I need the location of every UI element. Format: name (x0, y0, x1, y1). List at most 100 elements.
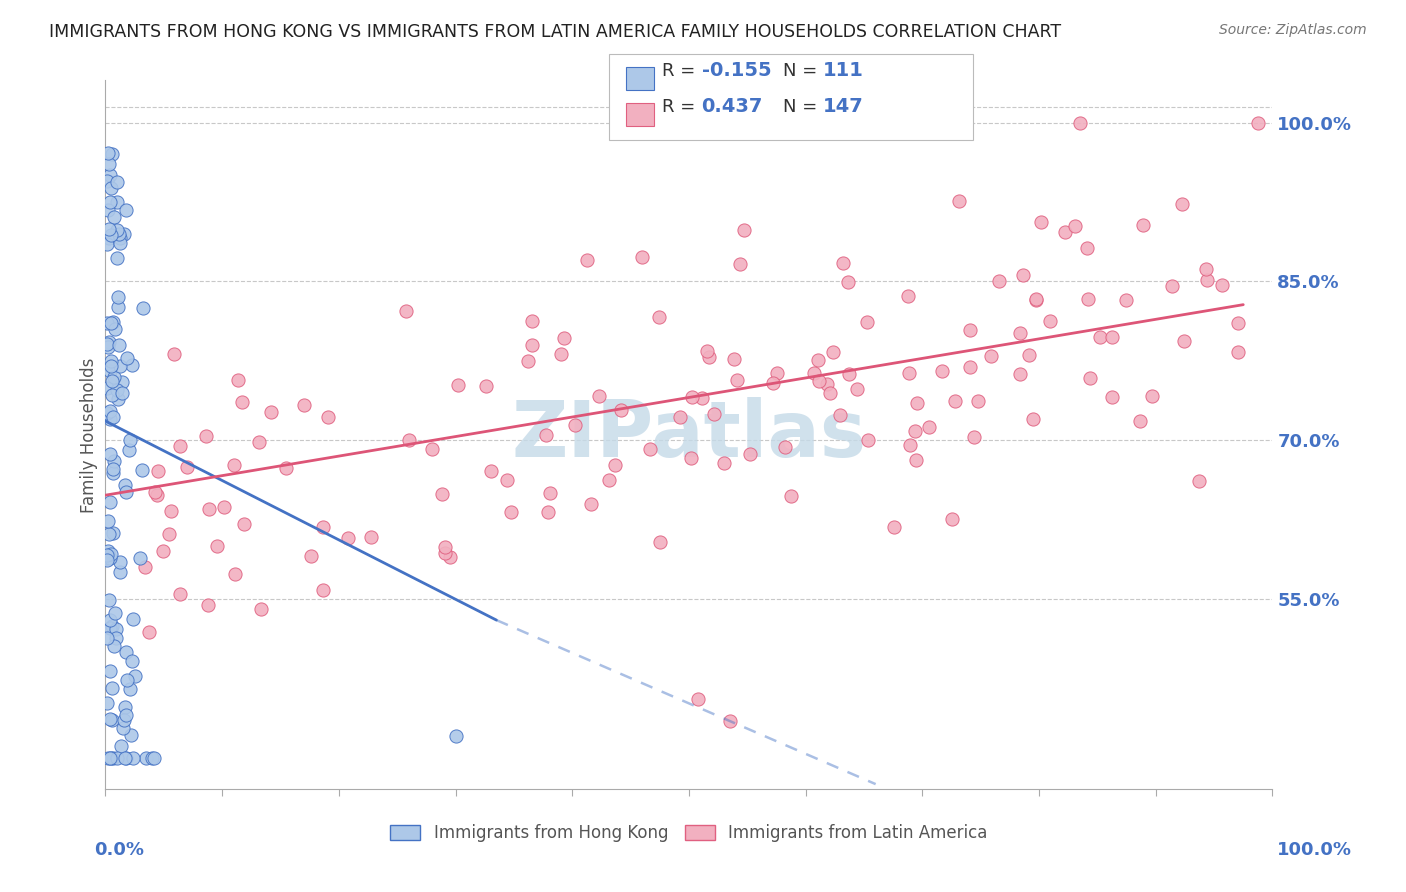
Point (679, 450, 702, 465)
Point (101, 374, 124, 388)
Point (832, 256, 855, 270)
Point (110, 739, 132, 753)
Text: -0.155: -0.155 (702, 61, 772, 79)
Point (100, 316, 122, 330)
Point (779, 489, 801, 503)
Point (1171, 197, 1194, 211)
Point (837, 275, 859, 289)
Point (115, 707, 138, 722)
Point (107, 300, 129, 314)
Point (609, 403, 631, 417)
Point (135, 750, 157, 764)
Point (115, 484, 138, 499)
Point (718, 714, 741, 728)
Point (115, 750, 138, 764)
Point (433, 546, 456, 560)
Point (598, 473, 620, 487)
Point (108, 236, 131, 251)
Point (538, 485, 561, 500)
Point (696, 343, 718, 358)
Point (121, 653, 143, 667)
Point (98, 550, 121, 565)
Point (1129, 414, 1152, 428)
Point (830, 408, 852, 422)
Point (1132, 218, 1154, 232)
Point (588, 388, 610, 402)
Point (111, 722, 134, 736)
Point (108, 566, 131, 580)
Point (803, 367, 825, 381)
Text: N =: N = (783, 97, 823, 115)
Point (134, 560, 156, 574)
Point (433, 541, 456, 555)
Point (807, 352, 830, 367)
Point (169, 439, 191, 453)
Point (101, 619, 124, 633)
Point (668, 409, 690, 424)
Point (699, 351, 721, 365)
Point (98, 412, 121, 426)
Point (1080, 371, 1102, 385)
Point (575, 252, 598, 267)
Point (725, 374, 748, 388)
Point (1187, 475, 1209, 489)
Point (103, 315, 125, 329)
Point (105, 750, 128, 764)
Point (723, 351, 745, 366)
Point (114, 750, 136, 764)
Point (96, 316, 118, 330)
Point (98, 495, 121, 509)
Point (966, 394, 988, 409)
Point (904, 453, 927, 467)
Point (845, 382, 868, 396)
Point (1064, 219, 1087, 233)
Point (690, 392, 713, 406)
Point (157, 526, 180, 541)
Point (176, 460, 198, 475)
Point (522, 313, 544, 327)
Point (103, 210, 125, 224)
Point (115, 673, 138, 688)
Point (520, 338, 543, 352)
Point (101, 681, 124, 695)
Point (131, 463, 153, 477)
Point (105, 194, 128, 209)
Point (169, 586, 191, 600)
Point (100, 228, 122, 243)
Text: R =: R = (662, 97, 702, 115)
Point (918, 420, 941, 434)
Point (98, 621, 121, 635)
Point (124, 669, 146, 683)
Point (499, 505, 522, 519)
Point (823, 345, 845, 359)
Point (807, 374, 830, 388)
Point (762, 376, 785, 390)
Point (337, 531, 360, 545)
Point (1088, 330, 1111, 344)
Point (904, 424, 927, 438)
Point (101, 525, 124, 540)
Point (103, 369, 125, 384)
Point (205, 539, 228, 553)
Point (1101, 329, 1123, 343)
Point (98, 750, 121, 764)
Point (100, 359, 122, 374)
Point (688, 692, 710, 706)
Point (987, 274, 1010, 288)
Legend: Immigrants from Hong Kong, Immigrants from Latin America: Immigrants from Hong Kong, Immigrants fr… (384, 817, 994, 848)
Point (395, 304, 418, 318)
Point (550, 347, 572, 361)
Point (146, 488, 169, 502)
Point (959, 323, 981, 337)
Point (103, 454, 125, 468)
Point (111, 386, 134, 401)
Point (603, 458, 626, 472)
Point (105, 251, 128, 265)
Point (738, 447, 761, 461)
Point (479, 464, 502, 478)
Point (247, 435, 270, 450)
Point (1039, 314, 1062, 328)
Point (1024, 293, 1046, 307)
Point (195, 429, 218, 443)
Point (948, 194, 970, 208)
